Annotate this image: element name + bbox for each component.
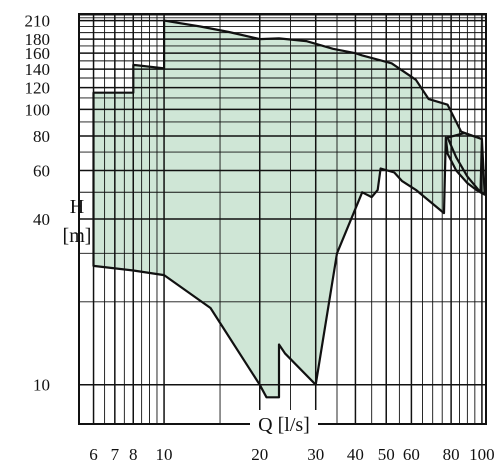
y-tick-label: 160 bbox=[25, 44, 51, 63]
x-axis-label-background bbox=[250, 410, 318, 438]
x-tick-label: 30 bbox=[307, 445, 324, 464]
y-tick-label: 60 bbox=[33, 161, 50, 180]
grid bbox=[79, 14, 486, 424]
x-tick-label: 40 bbox=[347, 445, 364, 464]
x-tick-label: 100 bbox=[469, 445, 495, 464]
x-tick-label: 60 bbox=[403, 445, 420, 464]
y-tick-label: 180 bbox=[25, 30, 51, 49]
y-tick-label: 40 bbox=[33, 210, 50, 229]
x-tick-label: 8 bbox=[129, 445, 138, 464]
y-tick-label: 210 bbox=[25, 12, 51, 31]
x-tick-label: 20 bbox=[251, 445, 268, 464]
y-axis-label-symbol: H bbox=[70, 196, 84, 218]
x-tick-label: 10 bbox=[156, 445, 173, 464]
x-tick-label: 50 bbox=[378, 445, 395, 464]
x-axis-label: Q [l/s] bbox=[258, 414, 310, 436]
y-tick-label: 140 bbox=[25, 60, 51, 79]
y-tick-label: 100 bbox=[25, 100, 51, 119]
y-axis-label-unit: [m] bbox=[63, 225, 92, 247]
x-tick-label: 6 bbox=[89, 445, 98, 464]
x-tick-label: 80 bbox=[443, 445, 460, 464]
x-tick-labels: 6 7 8 10 20 30 40 50 60 80 100 bbox=[89, 445, 494, 464]
x-tick-label: 7 bbox=[111, 445, 120, 464]
y-tick-label: 10 bbox=[33, 376, 50, 395]
y-tick-label: 120 bbox=[25, 79, 51, 98]
y-tick-label: 80 bbox=[33, 127, 50, 146]
